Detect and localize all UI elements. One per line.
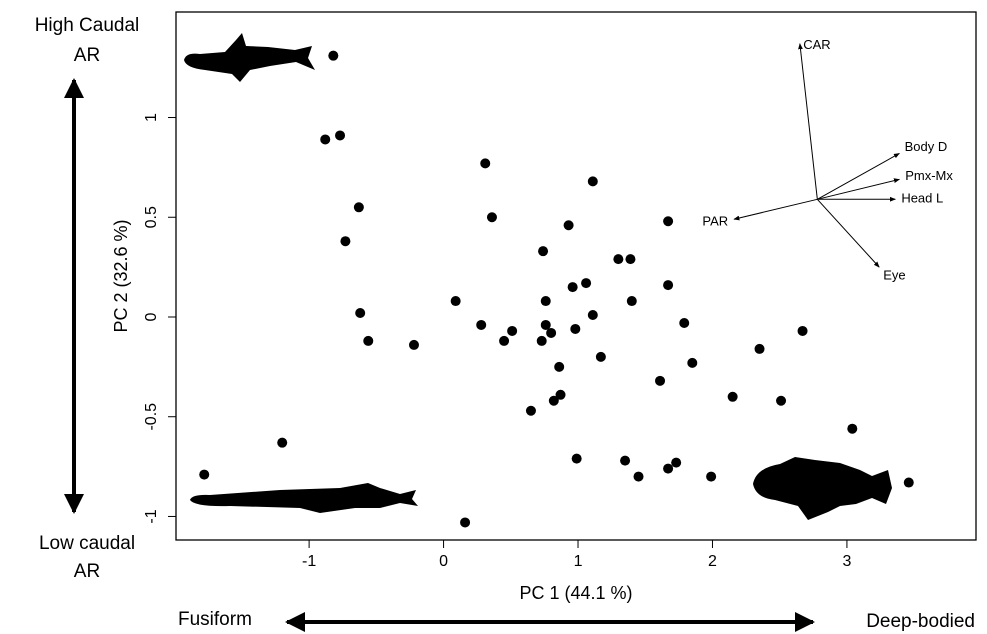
point [277, 437, 288, 448]
plot-frame [175, 11, 977, 541]
point [480, 158, 491, 169]
annotation: Low caudal [39, 533, 135, 554]
point [486, 212, 497, 223]
point [554, 361, 565, 372]
loading-arrow [816, 198, 880, 268]
x-tick-label: 0 [439, 553, 448, 570]
point [687, 357, 698, 368]
point [408, 339, 419, 350]
x-tick-label: 2 [708, 553, 717, 570]
point [450, 296, 461, 307]
point [727, 391, 738, 402]
point [613, 254, 624, 265]
x-tick-label: 1 [574, 553, 583, 570]
point [625, 254, 636, 265]
point [538, 246, 549, 257]
point [460, 517, 471, 528]
point [540, 296, 551, 307]
point [320, 134, 331, 145]
y-tick-label: 0 [143, 312, 160, 321]
y-tick-label: -1 [143, 509, 160, 523]
x-axis-label: PC 1 (44.1 %) [519, 583, 632, 603]
loading-label: Body D [905, 139, 948, 154]
y-tick-label: -0.5 [143, 403, 160, 431]
point [540, 319, 551, 330]
point [548, 395, 559, 406]
point [847, 423, 858, 434]
loading-label: Pmx-Mx [905, 168, 953, 183]
x-tick-label: -1 [302, 553, 316, 570]
point [679, 317, 690, 328]
point [555, 389, 566, 400]
y-axis-label: PC 2 (32.6 %) [111, 219, 131, 332]
point [706, 471, 717, 482]
point [353, 202, 364, 213]
y-tick-label: 0.5 [143, 206, 160, 228]
point [340, 236, 351, 247]
annotation: Deep-bodied [866, 611, 975, 632]
annotation: High Caudal [35, 15, 140, 36]
annotation: Fusiform [178, 609, 252, 630]
point [663, 280, 674, 291]
point [499, 335, 510, 346]
point [655, 375, 666, 386]
loading-arrow [817, 152, 900, 200]
y-tick-label: 1 [143, 113, 160, 122]
point [567, 282, 578, 293]
point [507, 325, 518, 336]
x-tick-label: 3 [842, 553, 851, 570]
fish-silhouette [190, 483, 418, 513]
point [626, 296, 637, 307]
annotation: AR [74, 561, 100, 582]
loading-arrow [798, 43, 818, 200]
loading-label: Head L [901, 191, 943, 206]
loading-label: CAR [803, 37, 830, 52]
point [581, 278, 592, 289]
point [199, 469, 210, 480]
point [563, 220, 574, 231]
fish-silhouette [184, 33, 315, 82]
point [335, 130, 346, 141]
point [754, 343, 765, 354]
point [797, 325, 808, 336]
point [671, 457, 682, 468]
annotation: AR [74, 45, 100, 66]
point [363, 335, 374, 346]
point [663, 216, 674, 227]
loading-arrow [817, 178, 900, 200]
loading-arrow [733, 198, 818, 221]
point [663, 463, 674, 474]
point [571, 453, 582, 464]
fish-silhouette [753, 457, 892, 520]
point [476, 319, 487, 330]
point [633, 471, 644, 482]
point [536, 335, 547, 346]
point [776, 395, 787, 406]
point [587, 309, 598, 320]
point [328, 50, 339, 61]
point [903, 477, 914, 488]
point [546, 327, 557, 338]
point [595, 351, 606, 362]
point [355, 308, 366, 319]
point [570, 323, 581, 334]
loading-label: Eye [883, 267, 905, 282]
point [525, 405, 536, 416]
point [587, 176, 598, 187]
point [620, 455, 631, 466]
loading-label: PAR [702, 213, 728, 228]
